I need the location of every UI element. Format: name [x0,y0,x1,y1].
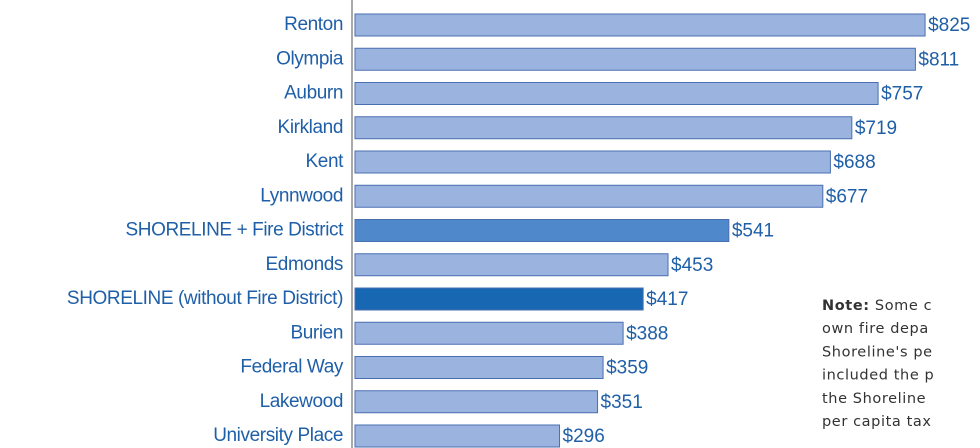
category-label: Kirkland [278,117,343,138]
value-label: $688 [833,152,875,173]
note-line: Shoreline's pe [822,344,933,360]
value-label: $677 [826,186,868,207]
value-label: $811 [918,49,959,70]
bar [354,184,824,208]
note-line: Note: Some c [822,298,932,314]
note-line: the Shoreline [822,391,926,407]
value-label: $541 [732,221,774,242]
value-label: $719 [855,118,897,139]
bar [354,356,604,379]
note-text: own fire depa [822,321,929,337]
note-text: the Shoreline [822,391,926,407]
value-label: $351 [601,392,643,413]
note-line: included the p [822,368,934,384]
bar [354,321,624,345]
category-label: Federal Way [240,357,343,378]
bar [354,424,561,448]
category-label: SHORELINE (without Fire District) [67,288,343,309]
note-line: per capita tax [822,414,932,430]
category-label: Lynnwood [260,185,343,206]
value-label: $296 [563,426,605,447]
category-label: Kent [306,151,345,172]
category-label: Lakewood [260,391,343,412]
bar [354,116,853,140]
category-label: Renton [284,14,343,35]
bar [354,390,599,414]
note-text: included the p [822,368,934,384]
value-label: $453 [671,255,713,276]
value-label: $388 [626,323,668,344]
value-label: $359 [606,358,648,379]
bar [354,13,926,37]
bar [354,253,669,277]
category-label: Auburn [284,83,343,104]
bar [354,47,916,71]
bar [354,150,831,174]
note-label: Note: [822,298,870,314]
category-label: Burien [290,322,343,343]
note-line: own fire depa [822,321,929,337]
category-label: University Place [213,425,343,446]
category-label: Olympia [276,48,344,69]
value-label: $417 [646,289,688,310]
bar [354,287,644,311]
category-label: Edmonds [266,254,343,275]
note-text: Shoreline's pe [822,344,933,360]
note-text: per capita tax [822,414,932,430]
note-text: Some c [875,298,932,314]
bar [354,82,879,105]
value-label: $757 [881,84,923,105]
value-label: $825 [928,15,970,36]
category-label: SHORELINE + Fire District [125,220,344,241]
bar [354,219,730,242]
